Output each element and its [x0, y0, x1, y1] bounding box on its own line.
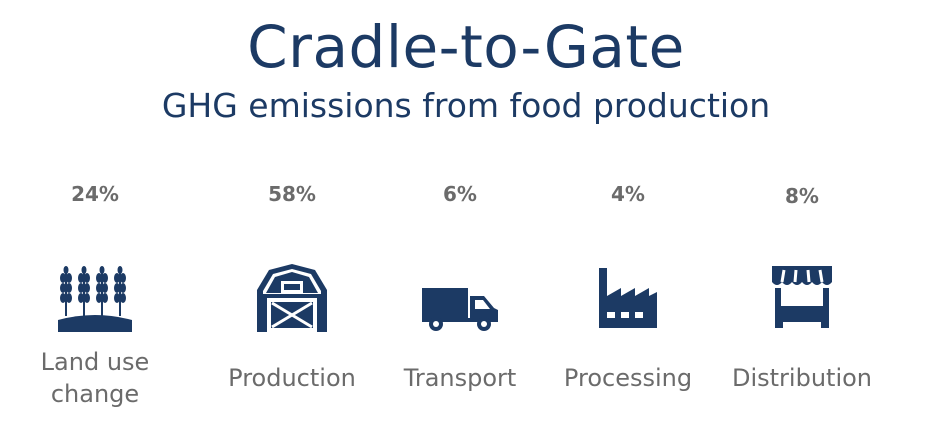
- barn-icon: [255, 264, 329, 332]
- truck-icon: [422, 288, 498, 332]
- stage-distribution: 8% Distribution: [726, 0, 878, 425]
- stage-label: Land use change: [20, 346, 170, 410]
- page-subtitle: GHG emissions from food production: [161, 86, 771, 125]
- stage-label: Distribution: [731, 364, 872, 392]
- stage-percent: 4%: [611, 182, 645, 206]
- stage-label-line-2: change: [50, 380, 140, 408]
- stage-percent: 58%: [268, 182, 316, 206]
- stage-percent: 6%: [443, 182, 477, 206]
- stage-production: 58% Production: [212, 0, 372, 425]
- wheat-icon: [58, 266, 132, 332]
- page-title: Cradle-to-Gate: [247, 13, 685, 81]
- stage-percent: 8%: [785, 184, 819, 208]
- stage-land-use-change: 24% Land use: [20, 0, 170, 425]
- factory-icon: [599, 268, 657, 328]
- stage-transport: 6% Transport: [392, 0, 528, 425]
- stage-label: Processing: [563, 364, 693, 392]
- stage-label-line-1: Land use: [40, 348, 150, 376]
- stage-processing: 4% Processing: [552, 0, 704, 425]
- stage-percent: 24%: [71, 182, 119, 206]
- stage-label: Transport: [403, 364, 517, 392]
- stage-label: Production: [228, 364, 356, 392]
- store-icon: [772, 266, 832, 328]
